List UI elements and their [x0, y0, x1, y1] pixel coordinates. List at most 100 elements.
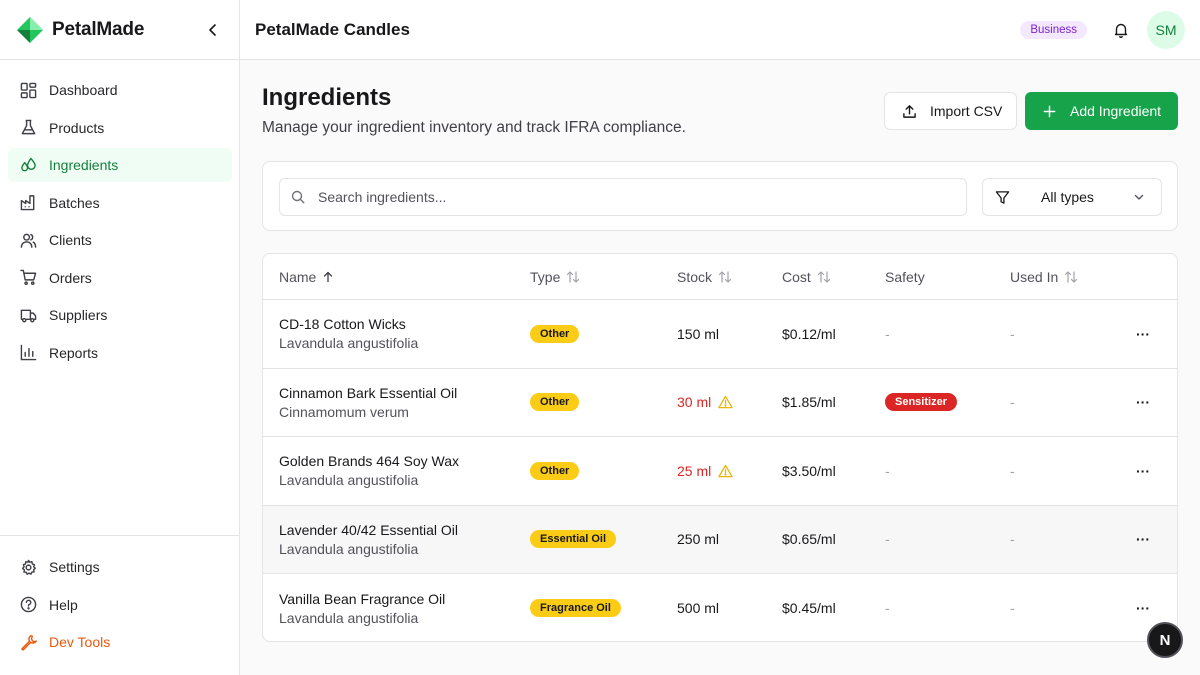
stock-cell: 250 ml	[677, 506, 719, 574]
bell-icon[interactable]	[1111, 20, 1131, 40]
column-header-type[interactable]: Type	[530, 269, 580, 285]
sidebar-item-orders[interactable]: Orders	[8, 261, 232, 295]
plan-badge: Business	[1020, 20, 1087, 39]
ingredient-name-cell: Lavender 40/42 Essential Oil Lavandula a…	[279, 506, 458, 574]
search-input[interactable]	[318, 189, 966, 205]
sort-arrows-icon	[1064, 270, 1078, 283]
row-actions-button[interactable]: ···	[1136, 574, 1150, 641]
cart-icon	[19, 269, 37, 287]
used-in-value: -	[1010, 600, 1015, 617]
filter-card: All types	[262, 161, 1178, 231]
sidebar-item-products[interactable]: Products	[8, 111, 232, 145]
more-horizontal-icon: ···	[1136, 600, 1150, 617]
type-filter-select[interactable]: All types	[982, 178, 1162, 216]
table-row[interactable]: Golden Brands 464 Soy Wax Lavandula angu…	[263, 437, 1177, 506]
add-ingredient-button[interactable]: Add Ingredient	[1025, 92, 1178, 130]
ingredient-latin-name: Lavandula angustifolia	[279, 609, 419, 626]
sidebar-nav: Dashboard Products Ingredients Batches C…	[0, 60, 239, 370]
import-csv-label: Import CSV	[930, 103, 1003, 119]
sidebar: PetalMade Dashboard Products Ingredients	[0, 0, 240, 675]
sidebar-item-label: Dev Tools	[49, 634, 111, 650]
safety-value: -	[885, 600, 890, 617]
flask-icon	[19, 119, 37, 137]
stock-cell: 500 ml	[677, 574, 720, 641]
type-badge: Other	[530, 393, 580, 412]
table-row[interactable]: Vanilla Bean Fragrance Oil Lavandula ang…	[263, 574, 1177, 641]
ingredient-latin-name: Lavandula angustifolia	[279, 472, 419, 489]
import-csv-button[interactable]: Import CSV	[884, 92, 1017, 130]
bar-chart-icon	[19, 344, 37, 362]
workspace-title: PetalMade Candles	[255, 19, 410, 39]
add-ingredient-label: Add Ingredient	[1070, 103, 1162, 119]
ingredient-name-cell: Cinnamon Bark Essential Oil Cinnamomum v…	[279, 369, 457, 437]
ingredients-table: Name Type Stock Cost	[262, 253, 1178, 642]
ingredient-name: Lavender 40/42 Essential Oil	[279, 521, 458, 538]
row-actions-button[interactable]: ···	[1136, 300, 1150, 368]
sidebar-item-settings[interactable]: Settings	[8, 550, 232, 584]
sidebar-item-dev-tools[interactable]: Dev Tools	[8, 625, 232, 659]
chevron-left-icon[interactable]	[203, 20, 223, 40]
stock-value: 250 ml	[677, 531, 720, 548]
safety-value: -	[885, 325, 890, 342]
plus-icon	[1041, 103, 1057, 119]
users-icon	[19, 231, 37, 249]
sidebar-item-clients[interactable]: Clients	[8, 223, 232, 257]
chevron-down-icon	[1133, 189, 1149, 205]
page-title: Ingredients	[262, 84, 392, 111]
row-actions-button[interactable]: ···	[1136, 369, 1150, 437]
sidebar-item-suppliers[interactable]: Suppliers	[8, 298, 232, 332]
ingredient-name-cell: CD-18 Cotton Wicks Lavandula angustifoli…	[279, 300, 418, 368]
used-in-value: -	[1010, 531, 1015, 548]
type-cell: Fragrance Oil	[530, 574, 621, 641]
column-header-label: Cost	[782, 268, 811, 285]
row-actions-button[interactable]: ···	[1136, 437, 1150, 505]
type-cell: Other	[530, 300, 580, 368]
avatar[interactable]: SM	[1147, 10, 1185, 49]
type-badge: Essential Oil	[530, 530, 617, 549]
ingredient-name: Cinnamon Bark Essential Oil	[279, 384, 458, 401]
warning-icon	[718, 395, 733, 409]
sidebar-item-label: Ingredients	[49, 157, 119, 173]
used-in-value: -	[1010, 462, 1015, 479]
wrench-icon	[19, 633, 37, 651]
stock-cell: 25 ml	[677, 437, 733, 505]
sidebar-item-help[interactable]: Help	[8, 588, 232, 622]
ingredient-name-cell: Golden Brands 464 Soy Wax Lavandula angu…	[279, 437, 459, 505]
sidebar-footer: Settings Help Dev Tools	[0, 535, 239, 663]
table-row[interactable]: Cinnamon Bark Essential Oil Cinnamomum v…	[263, 369, 1177, 437]
used-in-cell: -	[1010, 506, 1015, 574]
sidebar-item-dashboard[interactable]: Dashboard	[8, 73, 232, 107]
factory-icon	[19, 194, 37, 212]
used-in-cell: -	[1010, 574, 1015, 641]
stock-cell: 30 ml	[677, 369, 733, 437]
type-cell: Other	[530, 369, 580, 437]
stock-value: 30 ml	[677, 394, 712, 411]
droplets-icon	[19, 156, 37, 174]
row-actions-button[interactable]: ···	[1136, 506, 1150, 574]
column-header-label: Type	[530, 268, 561, 285]
truck-icon	[19, 306, 37, 324]
used-in-value: -	[1010, 325, 1015, 342]
column-header-stock[interactable]: Stock	[677, 269, 732, 285]
cost-cell: $3.50/ml	[782, 437, 836, 505]
help-icon	[19, 596, 37, 614]
sidebar-item-ingredients[interactable]: Ingredients	[8, 148, 232, 182]
sidebar-item-batches[interactable]: Batches	[8, 186, 232, 220]
cost-cell: $0.65/ml	[782, 506, 836, 574]
table-row[interactable]: Lavender 40/42 Essential Oil Lavandula a…	[263, 505, 1177, 574]
column-header-used-in[interactable]: Used In	[1010, 269, 1078, 285]
stock-value: 25 ml	[677, 462, 712, 479]
ingredient-name: Vanilla Bean Fragrance Oil	[279, 590, 446, 607]
cost-value: $0.12/ml	[782, 325, 836, 342]
sidebar-item-reports[interactable]: Reports	[8, 336, 232, 370]
ingredient-latin-name: Lavandula angustifolia	[279, 540, 419, 557]
type-badge: Fragrance Oil	[530, 599, 621, 618]
column-header-name[interactable]: Name	[279, 269, 334, 285]
type-cell: Other	[530, 437, 580, 505]
column-header-cost[interactable]: Cost	[782, 269, 831, 285]
sidebar-item-label: Clients	[49, 232, 92, 248]
table-row[interactable]: CD-18 Cotton Wicks Lavandula angustifoli…	[263, 300, 1177, 369]
stock-value: 500 ml	[677, 600, 720, 617]
column-header-safety: Safety	[885, 269, 925, 285]
dev-indicator-button[interactable]: N	[1147, 622, 1183, 658]
